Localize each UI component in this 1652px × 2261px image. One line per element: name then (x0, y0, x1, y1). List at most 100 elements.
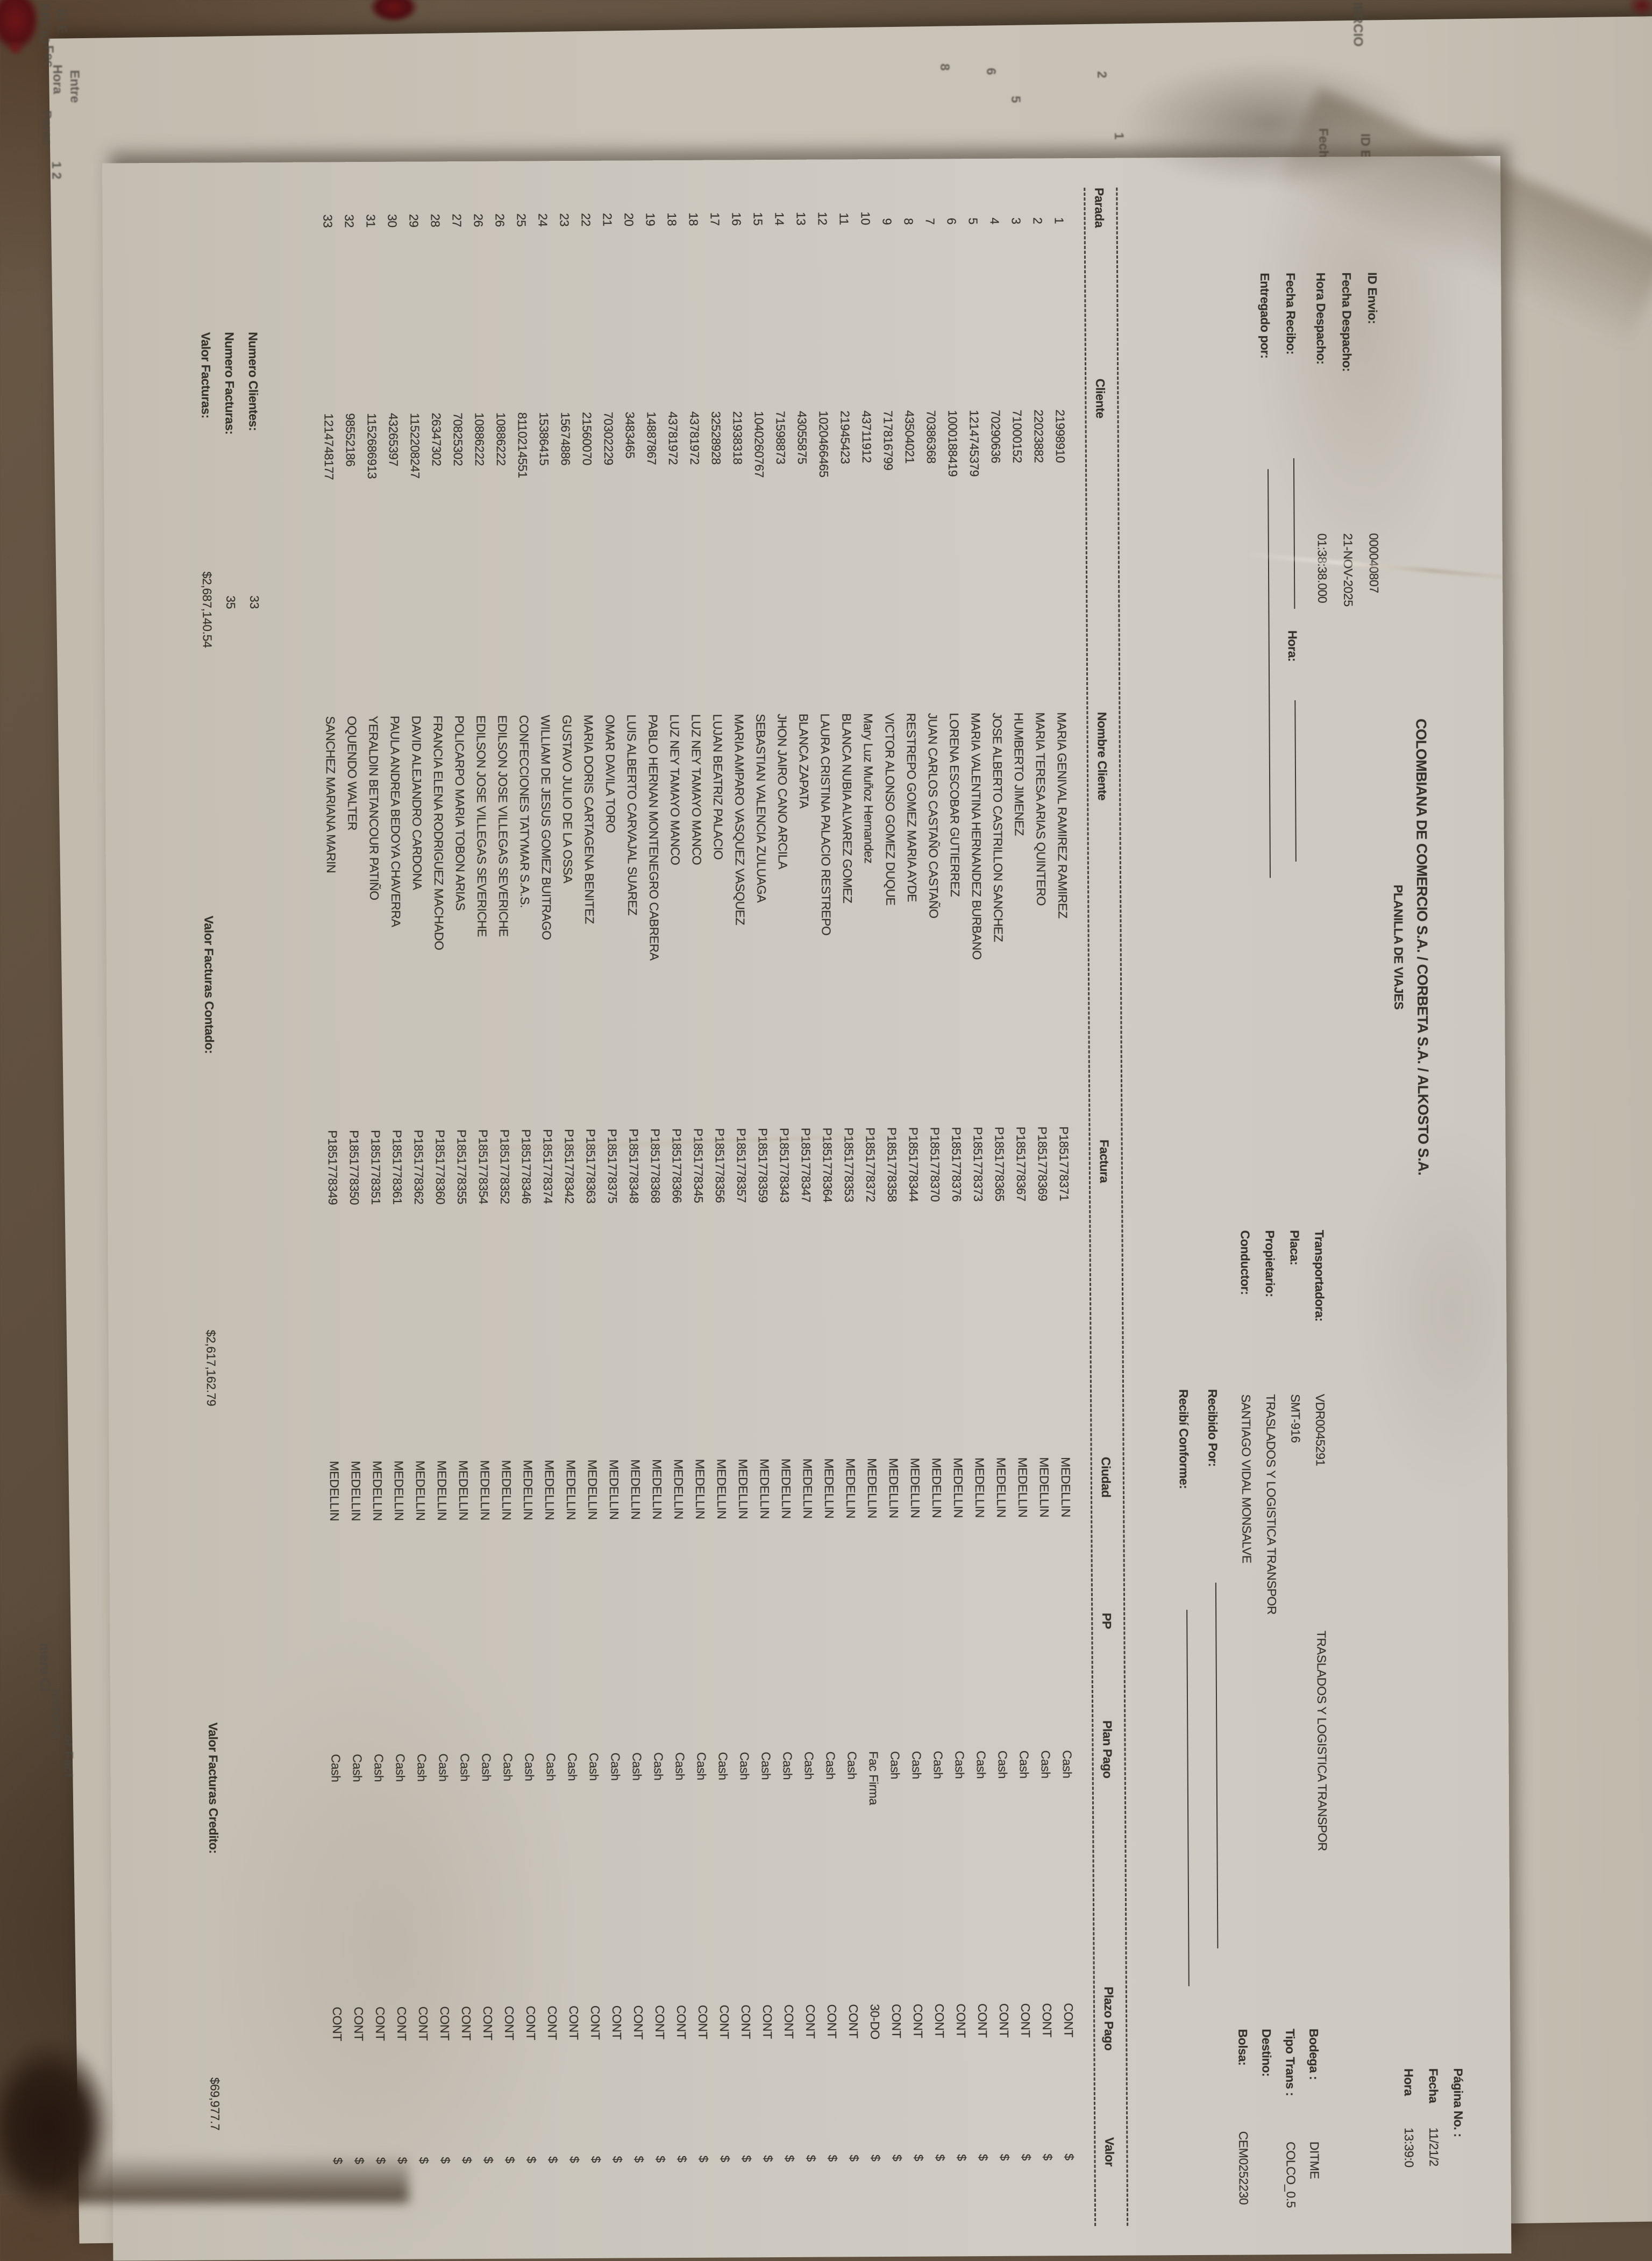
cell-plan-pago: Cash (974, 1751, 988, 1779)
cell-parada: 8 (901, 218, 916, 225)
underpage-text-fragment: Entre (67, 70, 82, 103)
cell-plan-pago: Cash (759, 1752, 773, 1780)
cell-factura: P1851778349 (325, 1130, 340, 1205)
cell-plan-pago: Cash (737, 1752, 752, 1780)
cell-valor: $ (481, 2156, 496, 2164)
cell-cliente: 70825302 (451, 413, 465, 466)
cell-cliente: 32528928 (709, 411, 723, 465)
cell-cliente: 43055875 (795, 410, 809, 465)
recibi-conforme-line (1186, 1609, 1204, 1987)
cell-valor: $ (589, 2156, 603, 2163)
cell-factura: P1851778350 (347, 1130, 362, 1205)
cell-cliente: 21945423 (838, 410, 852, 464)
cell-factura: P1851778376 (949, 1127, 964, 1202)
cell-nombre: SANCHEZ MARIANA MARIN (323, 716, 338, 873)
cell-plan-pago: Cash (458, 1753, 472, 1782)
cell-nombre: LUZ NEY TAMAYO MANCO (667, 714, 682, 865)
cell-factura: P1851778374 (540, 1129, 556, 1204)
cell-plan-pago: Cash (694, 1752, 709, 1780)
cell-cliente: 1152208247 (408, 413, 423, 479)
cell-parada: 6 (944, 217, 959, 225)
cell-ciudad: MEDELLIN (435, 1460, 450, 1521)
cell-factura: P1851778361 (390, 1129, 405, 1205)
propietario-value: TRASLADOS Y LOGISTICA TRANSPOR (1264, 1394, 1279, 1615)
cell-factura: P1851778354 (476, 1129, 491, 1204)
cell-cliente: 1152686913 (365, 413, 380, 479)
cell-factura: P1851778371 (1057, 1126, 1072, 1201)
cell-plazo-pago: CONT (996, 2003, 1012, 2038)
cell-ciudad: MEDELLIN (929, 1457, 944, 1518)
recibido-por-line (1215, 1582, 1233, 1949)
cell-ciudad: MEDELLIN (779, 1458, 794, 1519)
cell-plazo-pago: CONT (588, 2005, 603, 2040)
cell-ciudad: MEDELLIN (1015, 1457, 1030, 1518)
cell-nombre: BLANCA NUBIA ALVAREZ GOMEZ (839, 713, 855, 904)
cell-valor: $ (718, 2155, 732, 2163)
cell-factura: P1851778369 (1035, 1126, 1050, 1201)
cell-valor: $ (976, 2154, 991, 2161)
cell-valor: $ (1019, 2153, 1034, 2161)
cell-plazo-pago: CONT (953, 2003, 969, 2038)
cell-valor: $ (546, 2156, 560, 2163)
valor-facturas-label: Valor Facturas: (198, 332, 213, 418)
cell-factura: P1851778366 (670, 1128, 685, 1203)
cell-ciudad: MEDELLIN (327, 1461, 342, 1521)
cell-nombre: EDILSON JOSE VILLEGAS SEVERICHE (474, 715, 489, 937)
underpage-text-fragment: 1 2 (49, 161, 64, 180)
table-header-factura: Factura (1097, 1139, 1112, 1183)
cell-ciudad: MEDELLIN (671, 1459, 686, 1519)
cell-valor: $ (912, 2154, 926, 2162)
cell-cliente: 22023882 (1031, 409, 1046, 463)
conductor-label: Conductor: (1238, 1230, 1253, 1295)
cell-ciudad: MEDELLIN (391, 1460, 407, 1521)
table-header-pp: PP (1100, 1612, 1114, 1629)
cell-parada: 31 (364, 214, 378, 228)
cell-nombre: JHON JAIRO CANO ARCILA (775, 713, 790, 870)
cell-nombre: MARIA GENIVAL RAMIREZ RAMIREZ (1055, 712, 1070, 919)
recibido-por-label: Recibido Por: (1205, 1389, 1220, 1467)
cell-parada: 29 (407, 214, 421, 227)
cell-ciudad: MEDELLIN (886, 1457, 901, 1518)
cell-plan-pago: Cash (888, 1751, 902, 1780)
cell-valor: $ (955, 2154, 969, 2161)
underpage-text-fragment: 8 (937, 63, 952, 71)
cell-cliente: 43265397 (386, 413, 401, 466)
cell-plan-pago: Cash (608, 1752, 623, 1781)
cell-parada: 17 (708, 212, 722, 226)
cell-plan-pago: Cash (845, 1751, 859, 1780)
table-header-valor: Valor (1102, 2137, 1117, 2167)
hora-recibo-label: Hora: (1285, 630, 1300, 662)
cell-plazo-pago: CONT (373, 2006, 388, 2041)
cell-ciudad: MEDELLIN (822, 1458, 837, 1519)
cell-factura: P1851778355 (454, 1129, 469, 1205)
cell-plazo-pago: CONT (717, 2004, 732, 2039)
cell-nombre: EDILSON JOSE VILLEGAS SEVERICHE (495, 715, 511, 937)
cell-plan-pago: Cash (436, 1753, 451, 1782)
cell-cliente: 14887867 (644, 411, 659, 465)
tipo-trans-value: COLCO_0.5 (1284, 2142, 1298, 2208)
cell-cliente: 1214748177 (322, 413, 337, 480)
cell-parada: 33 (321, 214, 335, 228)
cell-ciudad: MEDELLIN (800, 1458, 815, 1519)
cell-factura: P1851778363 (583, 1128, 599, 1204)
cell-ciudad: MEDELLIN (564, 1460, 579, 1520)
cell-cliente: 1020466465 (816, 410, 831, 478)
cell-cliente: 717816799 (881, 410, 896, 471)
underpage-text-fragment: mero Cl (37, 1643, 52, 1691)
cell-plazo-pago: CONT (502, 2006, 517, 2040)
red-stain (8, 40, 24, 56)
cell-plazo-pago: CONT (351, 2007, 366, 2041)
cell-valor: $ (352, 2157, 367, 2164)
table-header-ciudad: Ciudad (1099, 1456, 1114, 1498)
cell-cliente: 3483465 (623, 411, 637, 459)
cell-parada: 18 (686, 212, 701, 226)
cell-ciudad: MEDELLIN (714, 1459, 729, 1519)
cell-nombre: MARIA VALENTINA HERNANDEZ BURBANO (969, 713, 984, 960)
cell-nombre: MARIA AMPARO VASQUEZ VASQUEZ (732, 714, 747, 926)
num-clientes-value: 33 (247, 595, 262, 609)
cell-parada: 26 (493, 213, 507, 227)
company-title: COLOMBIANA DE COMERCIO S.A. / CORBETA S.… (1413, 719, 1432, 1176)
cell-valor: $ (739, 2155, 754, 2162)
cell-cliente: 1214745379 (967, 410, 982, 477)
cell-valor: $ (610, 2156, 625, 2163)
